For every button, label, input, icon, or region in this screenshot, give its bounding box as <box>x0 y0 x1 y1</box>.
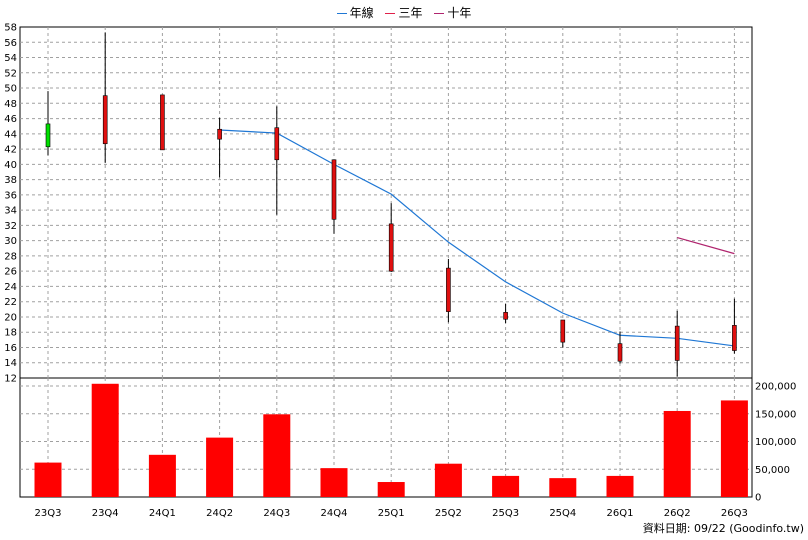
price-tick-label: 52 <box>4 68 17 79</box>
volume-tick-label: 100,000 <box>755 437 796 448</box>
candle-body <box>674 325 680 361</box>
candle-body <box>388 223 394 272</box>
legend-item-annual: 年線 <box>336 4 374 21</box>
volume-bar <box>434 463 462 497</box>
price-tick-label: 16 <box>4 343 17 354</box>
category-tick-label: 25Q2 <box>435 508 462 519</box>
candle-body <box>102 95 108 145</box>
price-tick-label: 42 <box>4 145 17 156</box>
price-tick-label: 28 <box>4 251 17 262</box>
category-tick-label: 25Q4 <box>549 508 576 519</box>
volume-tick-label: 200,000 <box>755 382 796 393</box>
volume-bar <box>34 462 62 497</box>
legend-label-annual: 年線 <box>349 6 374 20</box>
category-tick-label: 26Q2 <box>664 508 691 519</box>
candle-body <box>45 123 51 148</box>
price-tick-label: 50 <box>4 84 17 95</box>
category-tick-label: 26Q1 <box>607 508 634 519</box>
price-tick-label: 40 <box>4 160 17 171</box>
legend-label-three-year: 三年 <box>398 6 423 20</box>
category-tick-label: 23Q4 <box>92 508 119 519</box>
category-tick-label: 24Q3 <box>263 508 290 519</box>
candle-body <box>617 343 623 362</box>
candle-body <box>217 128 222 140</box>
candle-body <box>274 127 280 161</box>
candle-body <box>503 312 508 320</box>
chart-legend: 年線 三年 十年 <box>0 4 808 21</box>
volume-bar <box>91 383 119 497</box>
price-tick-label: 56 <box>4 38 17 49</box>
price-tick-label: 26 <box>4 267 17 278</box>
legend-swatch-annual <box>336 13 347 14</box>
data-date-footnote: 資料日期: 09/22 (Goodinfo.tw) <box>642 522 804 535</box>
legend-swatch-ten-year <box>434 13 445 14</box>
legend-item-ten-year: 十年 <box>434 4 471 21</box>
volume-bar <box>263 414 291 497</box>
price-tick-label: 22 <box>4 297 17 308</box>
volume-bar <box>606 475 634 497</box>
volume-bar <box>549 478 577 497</box>
price-tick-label: 20 <box>4 312 17 323</box>
category-tick-label: 24Q1 <box>149 508 176 519</box>
volume-tick-label: 150,000 <box>755 409 796 420</box>
price-tick-label: 58 <box>4 23 17 34</box>
legend-item-three-year: 三年 <box>385 4 423 21</box>
candle-body <box>446 267 451 312</box>
price-tick-label: 54 <box>4 53 17 64</box>
price-tick-label: 32 <box>4 221 17 232</box>
legend-label-ten-year: 十年 <box>447 6 472 20</box>
price-tick-label: 30 <box>4 236 17 247</box>
moving-average-line <box>219 129 735 347</box>
volume-bar <box>720 400 748 497</box>
price-tick-label: 36 <box>4 190 17 201</box>
price-tick-label: 44 <box>4 129 17 140</box>
price-tick-label: 18 <box>4 328 17 339</box>
category-tick-label: 24Q4 <box>321 508 348 519</box>
legend-swatch-three-year <box>385 13 396 14</box>
price-tick-label: 12 <box>4 374 17 385</box>
price-tick-label: 24 <box>4 282 17 293</box>
price-tick-label: 46 <box>4 114 17 125</box>
category-tick-label: 23Q3 <box>35 508 62 519</box>
price-tick-label: 14 <box>4 358 17 369</box>
candle-body <box>732 325 737 351</box>
volume-tick-label: 0 <box>755 493 761 504</box>
candle-body <box>160 94 165 151</box>
price-tick-label: 38 <box>4 175 17 186</box>
candle-body <box>331 159 337 220</box>
category-tick-label: 26Q3 <box>721 508 748 519</box>
volume-tick-label: 50,000 <box>755 465 790 476</box>
volume-bar <box>492 475 520 497</box>
moving-average-line <box>677 237 735 255</box>
category-tick-label: 25Q1 <box>378 508 405 519</box>
volume-bar <box>206 437 234 497</box>
volume-bar <box>377 482 405 497</box>
category-tick-label: 25Q3 <box>492 508 519 519</box>
volume-bar <box>320 468 348 497</box>
category-tick-label: 24Q2 <box>206 508 233 519</box>
volume-panel-frame <box>19 377 753 498</box>
volume-bar <box>148 454 176 497</box>
price-panel-frame <box>19 26 753 379</box>
volume-bar <box>663 410 691 497</box>
price-tick-label: 48 <box>4 99 17 110</box>
candle-body <box>560 319 566 343</box>
price-tick-label: 34 <box>4 206 17 217</box>
